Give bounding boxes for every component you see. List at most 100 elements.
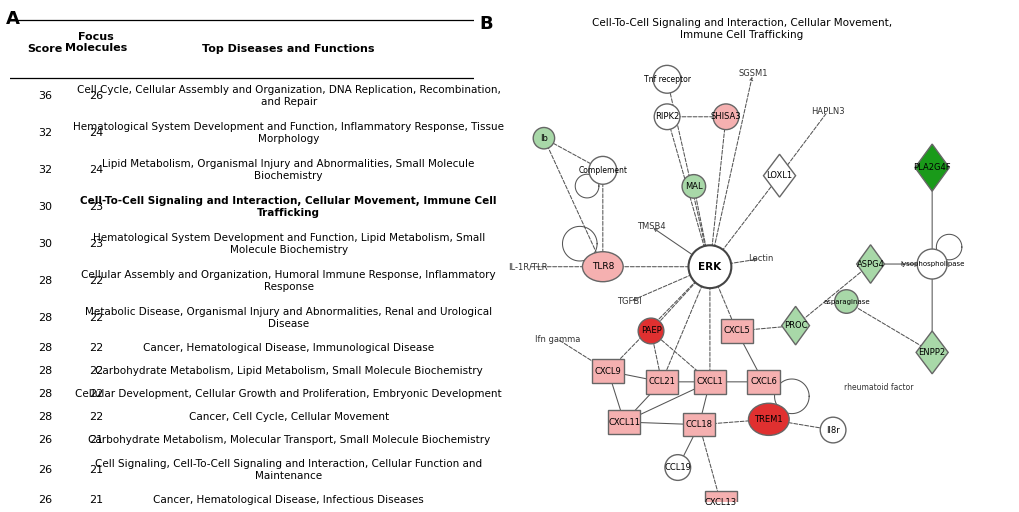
Text: Cellular Development, Cellular Growth and Proliferation, Embryonic Development: Cellular Development, Cellular Growth an… — [75, 389, 501, 399]
Text: CCL19: CCL19 — [663, 463, 691, 472]
Text: 28: 28 — [38, 412, 52, 422]
Text: 23: 23 — [89, 202, 103, 212]
Text: Tnf receptor: Tnf receptor — [643, 75, 690, 84]
Text: 32: 32 — [38, 165, 52, 175]
Text: Metabolic Disease, Organismal Injury and Abnormalities, Renal and Urological
Dis: Metabolic Disease, Organismal Injury and… — [85, 307, 492, 329]
Text: 22: 22 — [89, 343, 103, 353]
Circle shape — [664, 455, 690, 480]
Text: 28: 28 — [38, 276, 52, 286]
Text: 26: 26 — [38, 495, 52, 505]
Text: 30: 30 — [38, 202, 52, 212]
FancyBboxPatch shape — [607, 410, 640, 434]
Text: PROC: PROC — [783, 321, 807, 330]
FancyBboxPatch shape — [704, 490, 736, 512]
Text: 36: 36 — [38, 91, 52, 101]
Text: Cell Cycle, Cellular Assembly and Organization, DNA Replication, Recombination,
: Cell Cycle, Cellular Assembly and Organi… — [76, 85, 500, 107]
Text: PAEP: PAEP — [640, 327, 660, 335]
Text: LOXL1: LOXL1 — [765, 171, 792, 180]
FancyBboxPatch shape — [591, 359, 624, 383]
Text: Lipid Metabolism, Organismal Injury and Abnormalities, Small Molecule
Biochemist: Lipid Metabolism, Organismal Injury and … — [102, 159, 475, 181]
Text: 30: 30 — [38, 239, 52, 249]
Text: 24: 24 — [89, 128, 103, 138]
FancyBboxPatch shape — [719, 319, 752, 343]
Text: 22: 22 — [89, 389, 103, 399]
Ellipse shape — [748, 403, 789, 435]
FancyBboxPatch shape — [645, 370, 677, 394]
Circle shape — [533, 127, 554, 149]
Circle shape — [712, 104, 738, 130]
Text: 26: 26 — [89, 91, 103, 101]
Text: Ifn gamma: Ifn gamma — [534, 334, 580, 344]
Text: Hematological System Development and Function, Lipid Metabolism, Small
Molecule : Hematological System Development and Fun… — [93, 233, 484, 255]
Circle shape — [652, 66, 681, 93]
Polygon shape — [914, 144, 949, 191]
Text: CXCL9: CXCL9 — [594, 367, 621, 376]
Circle shape — [916, 249, 947, 279]
Text: rheumatoid factor: rheumatoid factor — [843, 382, 912, 392]
Text: 28: 28 — [38, 389, 52, 399]
Text: CXCL13: CXCL13 — [704, 498, 736, 507]
Text: 21: 21 — [89, 495, 103, 505]
Text: B: B — [479, 15, 493, 33]
Text: PLA2G4F: PLA2G4F — [912, 163, 950, 172]
Text: Ib: Ib — [539, 134, 547, 143]
Text: 22: 22 — [89, 313, 103, 323]
Text: ERK: ERK — [698, 262, 720, 272]
Circle shape — [834, 290, 857, 313]
Text: 26: 26 — [38, 435, 52, 445]
Text: CCL21: CCL21 — [648, 377, 675, 387]
Polygon shape — [856, 245, 883, 283]
Text: TLR8: TLR8 — [591, 262, 613, 271]
Text: CXCL6: CXCL6 — [749, 377, 776, 387]
Text: CXCL5: CXCL5 — [722, 327, 749, 335]
Polygon shape — [762, 154, 795, 197]
Circle shape — [682, 175, 705, 198]
Text: Focus
Molecules: Focus Molecules — [65, 32, 127, 53]
Text: 21: 21 — [89, 465, 103, 475]
FancyBboxPatch shape — [683, 413, 714, 436]
Text: SGSM1: SGSM1 — [738, 70, 766, 78]
Text: IL-1R/TLR: IL-1R/TLR — [507, 262, 547, 271]
Text: CXCL1: CXCL1 — [696, 377, 722, 387]
Ellipse shape — [582, 252, 623, 282]
Text: 21: 21 — [89, 435, 103, 445]
Circle shape — [653, 104, 680, 130]
Text: ENPP2: ENPP2 — [918, 348, 945, 357]
Text: lysophospholipase: lysophospholipase — [899, 261, 963, 267]
Text: 32: 32 — [38, 128, 52, 138]
Polygon shape — [915, 331, 948, 374]
Text: 28: 28 — [38, 366, 52, 376]
Text: 22: 22 — [89, 276, 103, 286]
Text: TGFBI: TGFBI — [616, 297, 641, 306]
Text: Cancer, Hematological Disease, Immunological Disease: Cancer, Hematological Disease, Immunolog… — [143, 343, 434, 353]
Circle shape — [588, 156, 616, 184]
Text: 26: 26 — [38, 465, 52, 475]
Text: A: A — [5, 10, 19, 28]
Circle shape — [688, 245, 731, 288]
Circle shape — [819, 417, 845, 443]
Text: 24: 24 — [89, 165, 103, 175]
Text: TREM1: TREM1 — [754, 415, 783, 424]
Circle shape — [638, 318, 663, 344]
Text: 22: 22 — [89, 412, 103, 422]
Text: Carbohydrate Metabolism, Lipid Metabolism, Small Molecule Biochemistry: Carbohydrate Metabolism, Lipid Metabolis… — [95, 366, 482, 376]
Text: Cell-To-Cell Signaling and Interaction, Cellular Movement,
Immune Cell Trafficki: Cell-To-Cell Signaling and Interaction, … — [591, 17, 892, 40]
Text: Score: Score — [28, 44, 62, 54]
Text: CCL18: CCL18 — [685, 420, 712, 429]
Text: Lectin: Lectin — [747, 254, 772, 263]
Text: Il8r: Il8r — [825, 425, 839, 435]
Text: 28: 28 — [38, 343, 52, 353]
Text: 22: 22 — [89, 366, 103, 376]
Text: 23: 23 — [89, 239, 103, 249]
Polygon shape — [781, 306, 809, 345]
Text: Complement: Complement — [578, 166, 627, 175]
FancyBboxPatch shape — [747, 370, 779, 394]
Text: Cancer, Hematological Disease, Infectious Diseases: Cancer, Hematological Disease, Infectiou… — [153, 495, 424, 505]
Text: 28: 28 — [38, 313, 52, 323]
Text: SHISA3: SHISA3 — [710, 112, 741, 121]
FancyBboxPatch shape — [693, 370, 726, 394]
Text: TMSB4: TMSB4 — [636, 222, 664, 231]
Text: CXCL11: CXCL11 — [607, 417, 640, 426]
Text: asparaginase: asparaginase — [822, 298, 869, 305]
Text: Carbohydrate Metabolism, Molecular Transport, Small Molecule Biochemistry: Carbohydrate Metabolism, Molecular Trans… — [88, 435, 489, 445]
